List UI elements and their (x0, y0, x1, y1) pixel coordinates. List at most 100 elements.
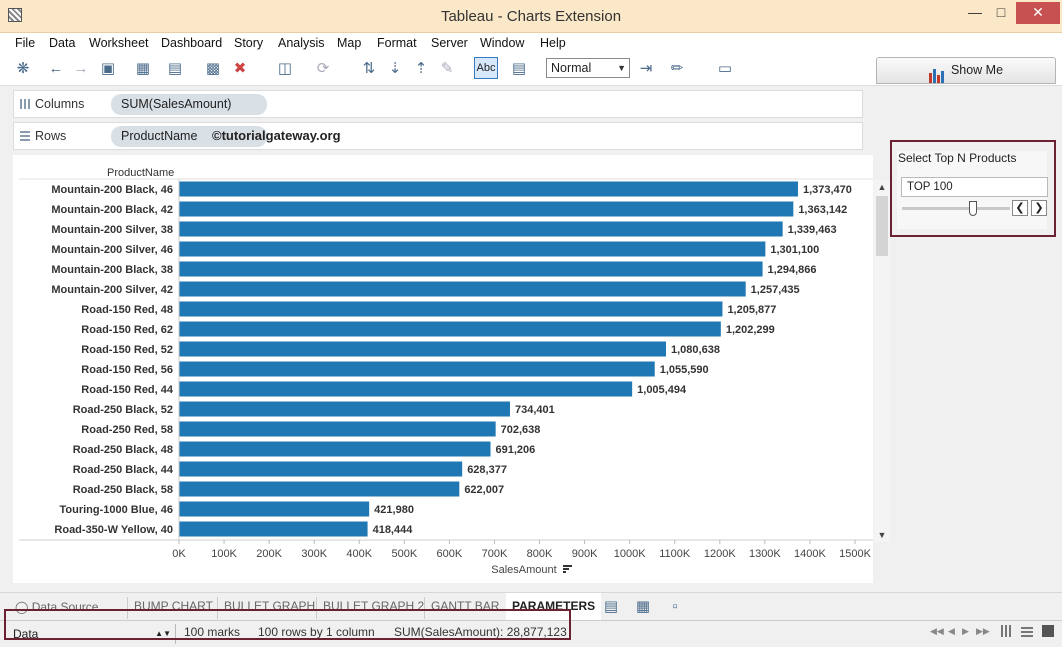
redo-icon[interactable]: → (73, 60, 89, 77)
data-label: 1,202,299 (726, 324, 775, 336)
x-tick-label: 1300K (749, 548, 781, 560)
menu-data[interactable]: Data (49, 36, 76, 50)
show-sheet-sorter-icon[interactable] (1001, 625, 1013, 637)
menu-file[interactable]: File (15, 36, 36, 50)
menu-format[interactable]: Format (377, 36, 417, 50)
scroll-thumb[interactable] (876, 196, 888, 256)
bar (179, 361, 655, 377)
format-pen-icon[interactable]: ✏ (670, 60, 684, 77)
menu-window[interactable]: Window (480, 36, 525, 50)
show-filmstrip-icon[interactable] (1021, 625, 1033, 637)
next-sheet-icon[interactable]: ▶ (962, 626, 969, 636)
data-source-select[interactable]: Data ▲▼ (8, 624, 176, 644)
pause-updates-icon[interactable]: ◫ (277, 60, 293, 77)
watermark: ©tutorialgateway.org (212, 128, 341, 143)
category-label: Road-150 Red, 44 (81, 384, 174, 396)
parameter-slider-track[interactable] (902, 207, 1010, 210)
tab-gantt-bar[interactable]: GANTT BAR (431, 599, 500, 613)
bar (179, 381, 633, 397)
presentation-mode-icon[interactable]: ▭ (717, 60, 733, 77)
columns-shelf[interactable]: Columns SUM(SalesAmount) (13, 90, 863, 118)
duplicate-sheet-icon[interactable]: ▩ (205, 60, 221, 77)
chevron-left-icon[interactable]: ❮ (1012, 200, 1028, 216)
category-label: Road-250 Black, 48 (73, 444, 173, 456)
data-label: 1,005,494 (637, 384, 687, 396)
parameter-slider-handle[interactable] (969, 201, 977, 216)
columns-pill[interactable]: SUM(SalesAmount) (111, 94, 267, 115)
bar (179, 461, 463, 477)
show-me-label: Show Me (950, 63, 1004, 77)
scroll-up-icon[interactable]: ▲ (877, 182, 887, 192)
tableau-logo-icon[interactable]: ❋ (16, 60, 30, 77)
show-tabs-icon[interactable] (1042, 625, 1054, 637)
close-button[interactable]: ✕ (1016, 2, 1060, 24)
x-tick-label: 500K (391, 548, 417, 560)
x-tick-label: 300K (301, 548, 327, 560)
new-story-tab-icon[interactable]: ▫ (672, 598, 678, 615)
undo-icon[interactable]: ← (48, 60, 64, 77)
last-sheet-icon[interactable]: ▶▶ (976, 626, 990, 636)
first-sheet-icon[interactable]: ◀◀ (930, 626, 944, 636)
app-icon (8, 8, 22, 22)
add-data-source-icon[interactable]: ▦ (135, 60, 151, 77)
sort-descending-icon[interactable]: ⇡ (414, 60, 428, 77)
refresh-icon[interactable]: ⟳ (316, 60, 330, 77)
chevron-right-icon[interactable]: ❯ (1031, 200, 1047, 216)
sum-summary: SUM(SalesAmount): 28,877,123 (394, 625, 567, 639)
x-tick-label: 1100K (659, 548, 691, 560)
data-label: 1,363,142 (798, 204, 847, 216)
sort-icon (563, 565, 572, 567)
fix-axes-icon[interactable]: ▤ (511, 60, 527, 77)
x-tick-label: 600K (437, 548, 463, 560)
menu-dashboard[interactable]: Dashboard (161, 36, 223, 50)
sort-arrows-icon: ▲▼ (155, 629, 171, 638)
tab-bump-chart[interactable]: BUMP CHART (134, 599, 213, 613)
highlight-icon[interactable]: ✎ (440, 60, 454, 77)
menu-worksheet[interactable]: Worksheet (89, 36, 149, 50)
sort-ascending-icon[interactable]: ⇣ (388, 60, 402, 77)
new-dashboard-tab-icon[interactable]: ▦ (635, 598, 651, 615)
rows-shelf[interactable]: Rows ProductName ©tutorialgateway.org (13, 122, 863, 150)
toolbar: ❋ ← → ▣ ▦ ▤ ▩ ✖ ◫ ⟳ ⇅ ⇣ ⇡ ✎ Abc ▤ Normal… (0, 53, 1062, 86)
chart-scrollbar[interactable]: ▲ ▼ (874, 180, 890, 542)
save-icon[interactable]: ▣ (100, 60, 116, 77)
maximize-button[interactable]: □ (996, 4, 1006, 20)
x-tick-label: 700K (482, 548, 508, 560)
fit-width-icon[interactable]: ⇥ (639, 60, 653, 77)
category-label: Road-350-W Yellow, 40 (54, 524, 173, 536)
x-tick-label: 0K (172, 548, 186, 560)
data-label: 1,055,590 (660, 364, 709, 376)
menu-server[interactable]: Server (431, 36, 468, 50)
rows-pill[interactable]: ProductName (111, 126, 267, 147)
title-bar: Tableau - Charts Extension — □ ✕ (0, 0, 1062, 33)
bar (179, 281, 746, 297)
menu-analysis[interactable]: Analysis (278, 36, 325, 50)
show-me-button[interactable]: Show Me (876, 57, 1056, 84)
tab-parameters[interactable]: PARAMETERS (506, 593, 602, 621)
menu-map[interactable]: Map (337, 36, 362, 50)
prev-sheet-icon[interactable]: ◀ (948, 626, 955, 636)
tab-data-source[interactable]: ◯ Data Source (15, 600, 99, 614)
tab-bullet-graph-2[interactable]: BULLET GRAPH 2 (323, 599, 425, 613)
new-worksheet-icon[interactable]: ▤ (167, 60, 183, 77)
fit-select-value: Normal (551, 61, 592, 75)
show-mark-labels-button[interactable]: Abc (474, 57, 498, 79)
x-tick-label: 400K (346, 548, 372, 560)
data-label: 1,205,877 (727, 304, 776, 316)
menu-story[interactable]: Story (234, 36, 264, 50)
parameter-value-input[interactable]: TOP 100 (901, 177, 1048, 197)
minimize-button[interactable]: — (968, 4, 982, 20)
chevron-down-icon: ▼ (617, 63, 626, 73)
row-header: ProductName (107, 167, 174, 179)
data-label: 1,080,638 (671, 344, 720, 356)
x-tick-label: 900K (572, 548, 598, 560)
clear-sheet-icon[interactable]: ✖ (233, 60, 247, 77)
data-label: 1,373,470 (803, 184, 852, 196)
scroll-down-icon[interactable]: ▼ (877, 530, 887, 540)
bar (179, 241, 766, 257)
menu-help[interactable]: Help (540, 36, 566, 50)
new-worksheet-tab-icon[interactable]: ▤ (603, 598, 619, 615)
swap-rows-columns-icon[interactable]: ⇅ (362, 60, 376, 77)
tab-bullet-graph[interactable]: BULLET GRAPH (224, 599, 316, 613)
fit-select[interactable]: Normal ▼ (546, 58, 630, 78)
